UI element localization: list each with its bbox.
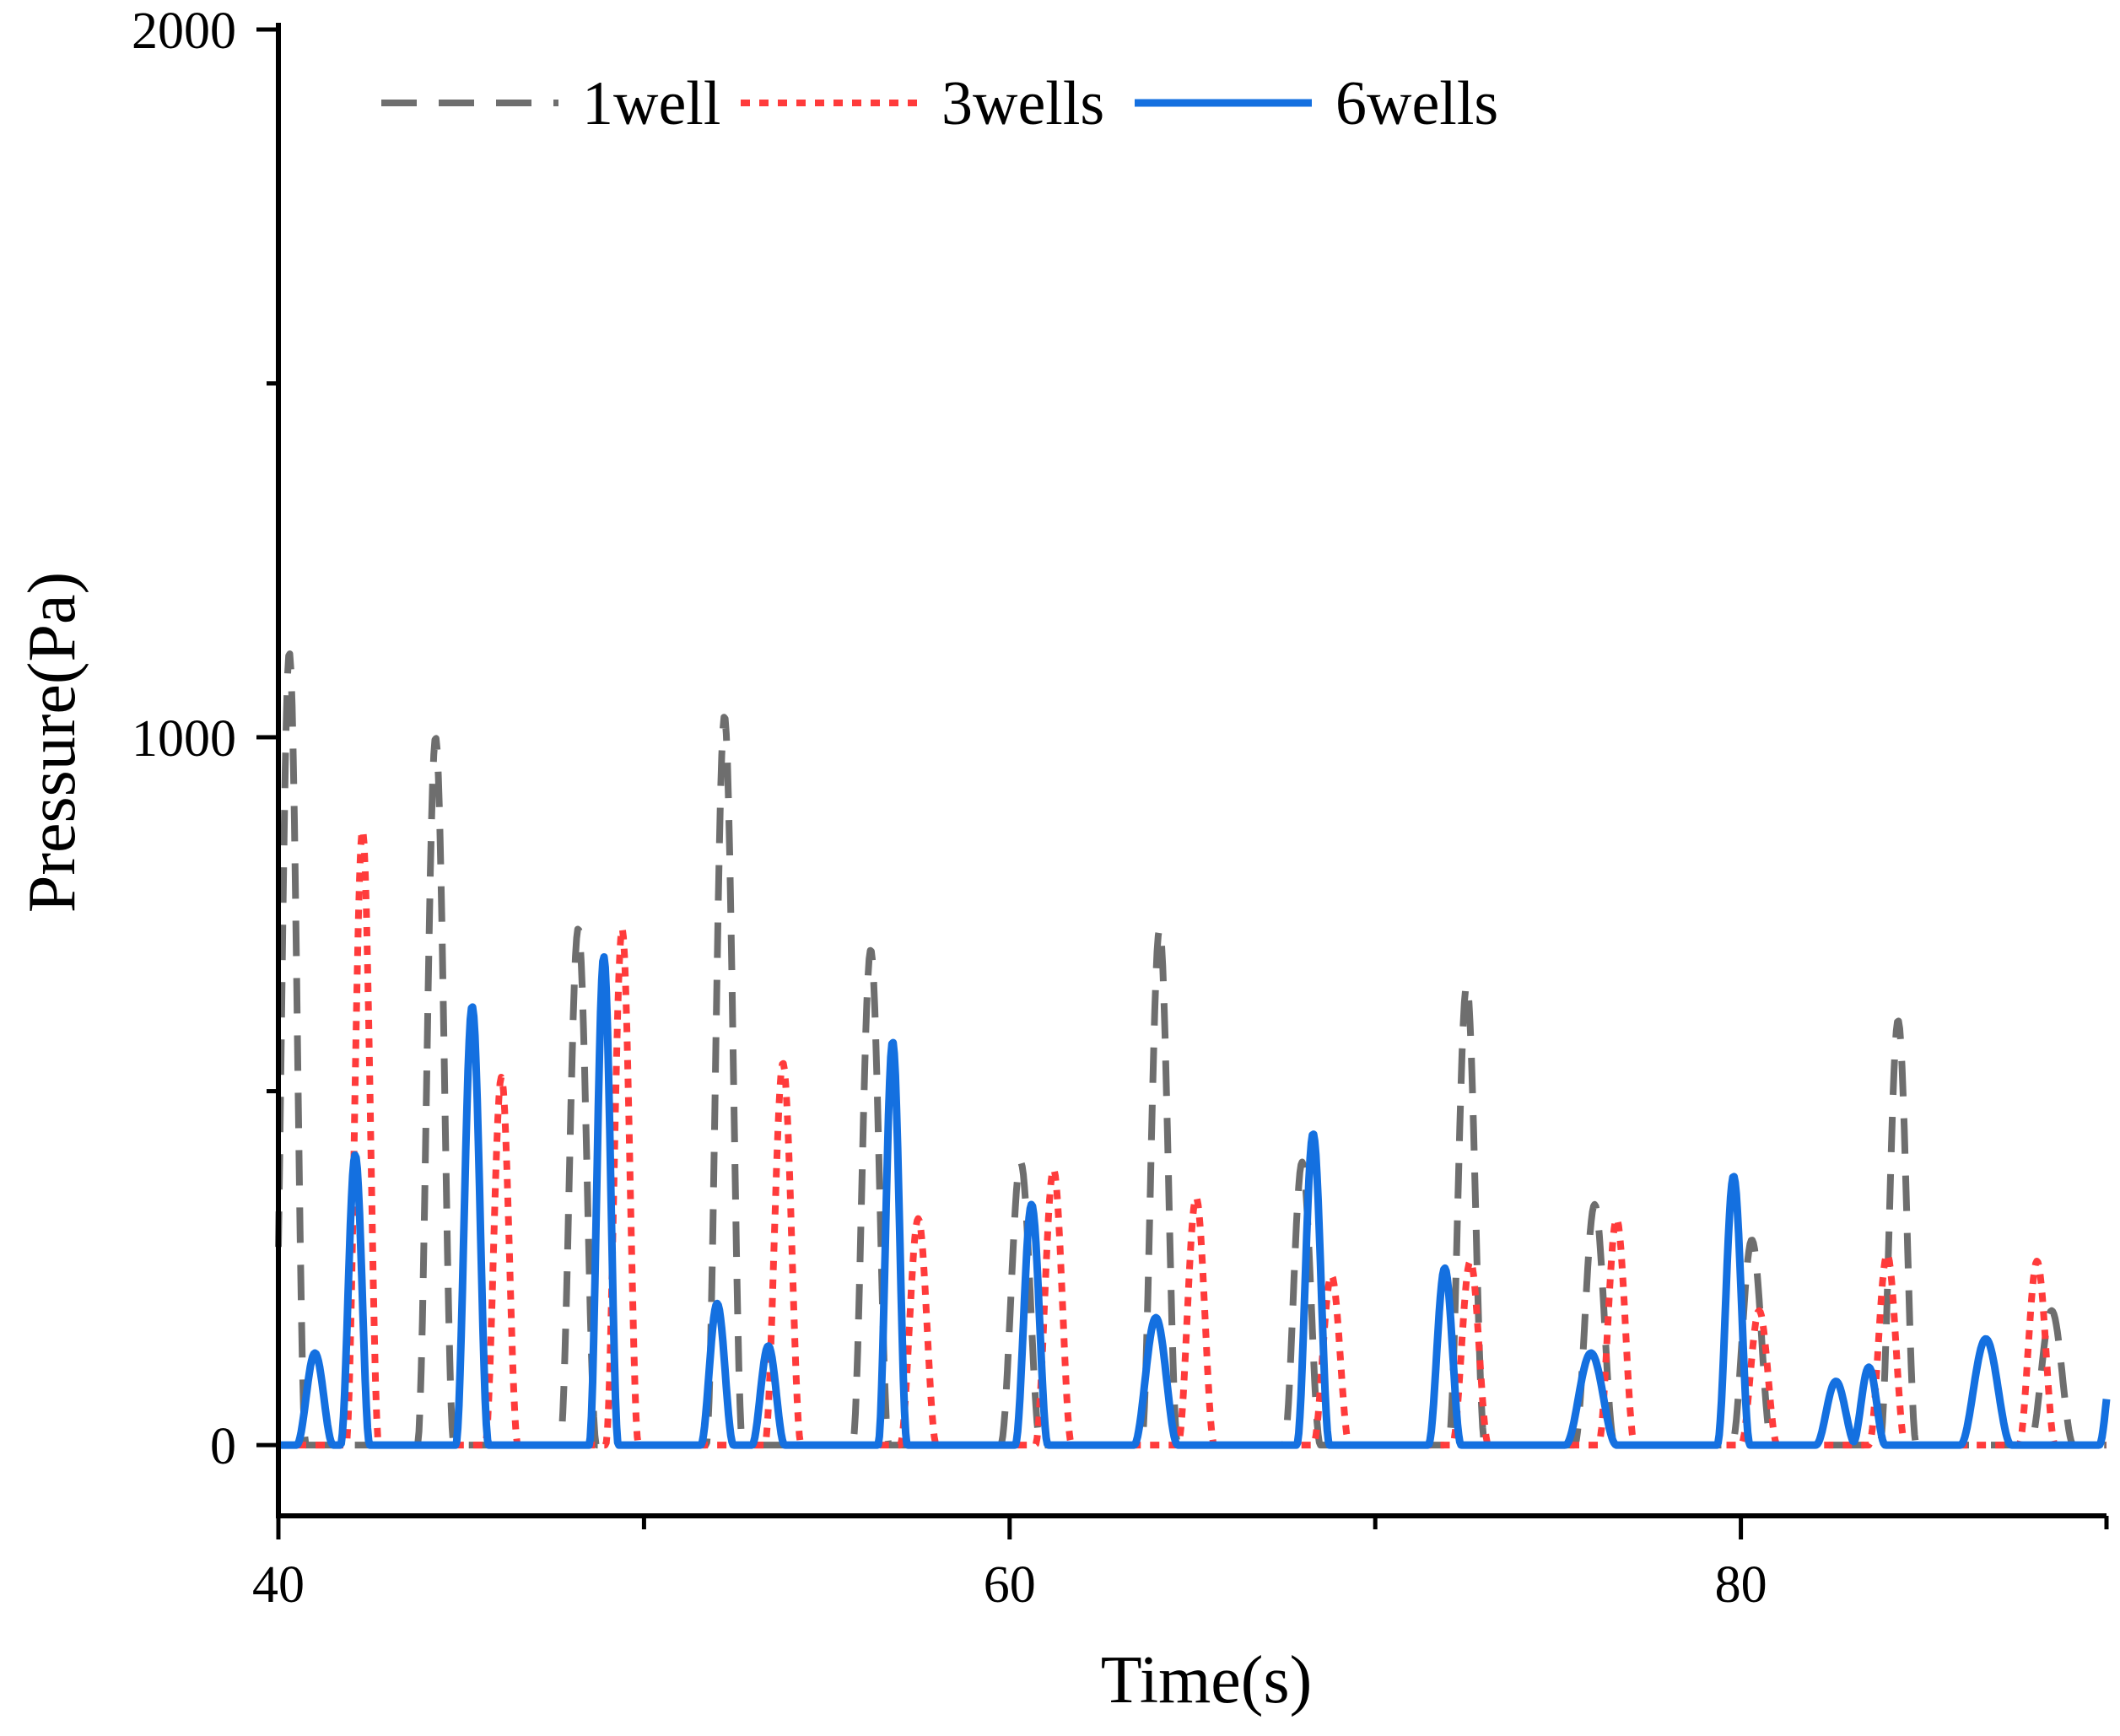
x-tick-label: 80 bbox=[1715, 1556, 1767, 1614]
y-axis-title: Pressure(Pa) bbox=[15, 572, 89, 913]
x-axis-title: Time(s) bbox=[1101, 1643, 1312, 1717]
series-layer bbox=[275, 650, 2111, 1449]
legend: 1well 3wells 6wells bbox=[381, 69, 1498, 138]
x-tick-label: 40 bbox=[252, 1556, 305, 1614]
legend-label-3wells: 3wells bbox=[941, 69, 1104, 138]
y-tick-label: 1000 bbox=[132, 710, 236, 768]
series-line-3wells bbox=[276, 827, 2109, 1449]
y-tick-label: 0 bbox=[210, 1418, 236, 1475]
series-line-6wells bbox=[275, 953, 2111, 1449]
legend-label-1well: 1well bbox=[582, 69, 720, 138]
series-line-1well bbox=[275, 650, 2109, 1449]
axes-layer: 0 1000 2000 40 60 80 bbox=[132, 3, 2109, 1614]
x-tick-label: 60 bbox=[984, 1556, 1036, 1614]
y-tick-label: 2000 bbox=[132, 3, 236, 60]
legend-label-6wells: 6wells bbox=[1335, 69, 1498, 138]
